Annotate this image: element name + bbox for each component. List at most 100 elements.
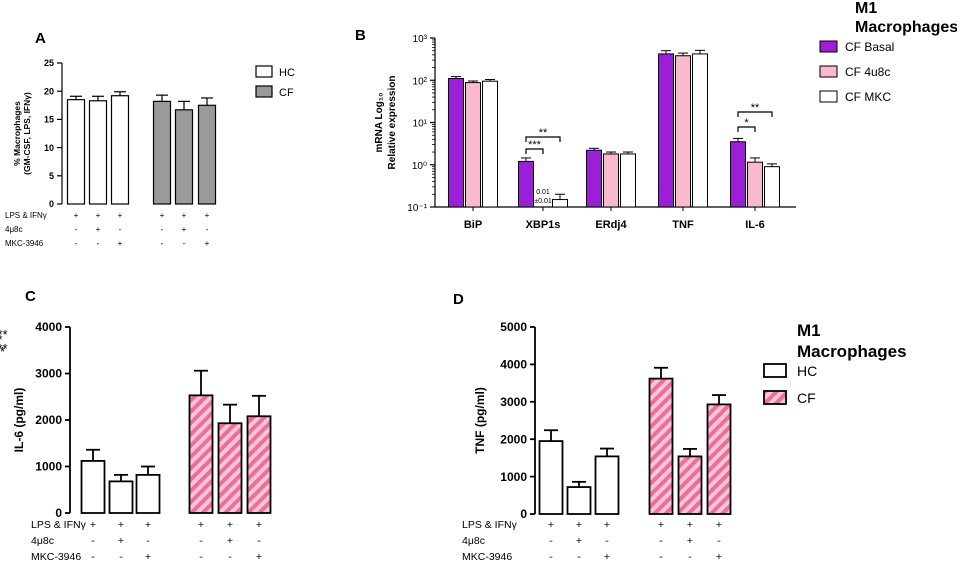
treatment-sign: + [604, 551, 610, 563]
treatment-sign: + [182, 211, 187, 220]
treatment-sign: - [717, 535, 721, 547]
bar-hc [66, 99, 86, 205]
treatment-sign: - [146, 535, 150, 547]
bar-hc [110, 95, 130, 205]
treatment-sign: + [256, 519, 262, 531]
bar-cf-basal [586, 149, 602, 208]
legend-swatch-hc [255, 65, 273, 78]
panel-label-c: C [25, 288, 36, 305]
treatment-label: 4μ8c [5, 225, 23, 234]
bar-cf-basal [448, 78, 464, 208]
x-tick-label: XBP1s [526, 219, 561, 231]
treatment-sign: - [75, 239, 78, 248]
legend-label: CF 4u8c [845, 65, 890, 79]
bar-cf-mkc [620, 153, 636, 208]
y-tick-label: 2000 [35, 413, 62, 427]
treatment-sign: + [160, 211, 165, 220]
y-axis-title: IL-6 (pg/ml) [12, 388, 26, 453]
significance-label: * [0, 332, 3, 347]
bar-cf-4u8c [603, 153, 619, 208]
bar-cf-mkc [764, 166, 780, 208]
treatment-sign: + [716, 519, 722, 531]
y-axis-title: % Macrophages(GM-CSF, LPS, IFNγ) [12, 92, 32, 175]
significance-bracket [525, 148, 544, 154]
treatment-sign: + [118, 535, 124, 547]
treatment-sign: + [205, 239, 210, 248]
y-axis-title-line: mRNA Log₁₀ [374, 93, 385, 153]
legend-title: M1 [855, 0, 877, 17]
panel-label-d: D [453, 291, 464, 308]
bar-hc [566, 486, 592, 515]
bar-cf [188, 394, 214, 514]
y-axis-title: TNF (pg/ml) [473, 387, 487, 454]
significance-label: * [744, 117, 749, 129]
legend-swatch-cf-basal [819, 40, 838, 53]
treatment-sign: + [90, 519, 96, 531]
legend-swatch-cf-4u8c [819, 65, 838, 78]
y-tick-label: 5 [49, 171, 54, 181]
treatment-sign: + [658, 519, 664, 531]
treatment-label: 4μ8c [462, 535, 485, 547]
panel-d-chart: 0 1000 2000 3000 4000 5000 TNF (pg/ml) LPS & IF… [0, 320, 907, 563]
treatment-sign: + [96, 225, 101, 234]
treatment-sign: + [205, 211, 210, 220]
treatment-sign: - [91, 535, 95, 547]
treatment-sign: + [118, 239, 123, 248]
bar-cf [197, 104, 217, 205]
significance-label: *** [0, 341, 8, 356]
significance-bracket [525, 136, 561, 142]
bar-hc [135, 473, 161, 514]
bar-annotation: ±0.01 [534, 198, 552, 205]
legend-swatch-cf-mkc [819, 90, 838, 103]
y-tick-label: 10² [413, 76, 428, 87]
significance-label: ** [0, 344, 5, 359]
treatment-sign: - [199, 551, 203, 563]
bar-cf [677, 455, 703, 515]
y-tick-label: 0 [55, 506, 62, 520]
treatment-sign: + [145, 551, 151, 563]
treatment-sign: + [604, 519, 610, 531]
treatment-sign: + [182, 225, 187, 234]
treatment-sign: - [257, 535, 261, 547]
treatment-sign: - [183, 239, 186, 248]
treatment-label: MKC-3946 [31, 551, 81, 563]
legend-label: HC [279, 67, 295, 79]
treatment-label: 4μ8c [31, 535, 54, 547]
y-axis-title-line: Relative expression [387, 76, 398, 170]
bar-cf [648, 377, 674, 515]
legend-label: CF MKC [845, 90, 891, 104]
y-tick-label: 15 [44, 115, 54, 125]
y-tick-label: 3000 [35, 367, 62, 381]
treatment-sign: - [549, 535, 553, 547]
treatment-sign: + [716, 551, 722, 563]
treatment-sign: + [145, 519, 151, 531]
treatment-sign: + [256, 551, 262, 563]
legend-label: CF [797, 390, 816, 406]
treatment-sign: - [119, 551, 123, 563]
treatment-sign: + [227, 535, 233, 547]
x-tick-label: IL-6 [745, 219, 765, 231]
y-tick-label: 1000 [35, 460, 62, 474]
treatment-sign: - [75, 225, 78, 234]
y-tick-label: 10³ [413, 34, 428, 45]
significance-label: *** [528, 139, 542, 151]
treatment-label: MKC-3946 [5, 239, 44, 248]
bar-cf [174, 109, 194, 205]
bar-hc [538, 440, 564, 515]
bar-cf-4u8c [675, 55, 691, 208]
x-tick-label: BiP [464, 219, 482, 231]
treatment-sign: - [206, 225, 209, 234]
y-tick-label: 5000 [500, 320, 527, 334]
panel-label-b: B [355, 27, 366, 44]
treatment-sign: + [548, 519, 554, 531]
legend-label: CF Basal [845, 40, 894, 54]
bar-hc [594, 455, 620, 515]
treatment-sign: - [91, 551, 95, 563]
bar-hc [88, 100, 108, 205]
significance-label: *** [0, 327, 8, 342]
y-tick-label: 25 [44, 58, 54, 68]
y-tick-label: 20 [44, 86, 54, 96]
bar-cf-4u8c [747, 161, 763, 208]
